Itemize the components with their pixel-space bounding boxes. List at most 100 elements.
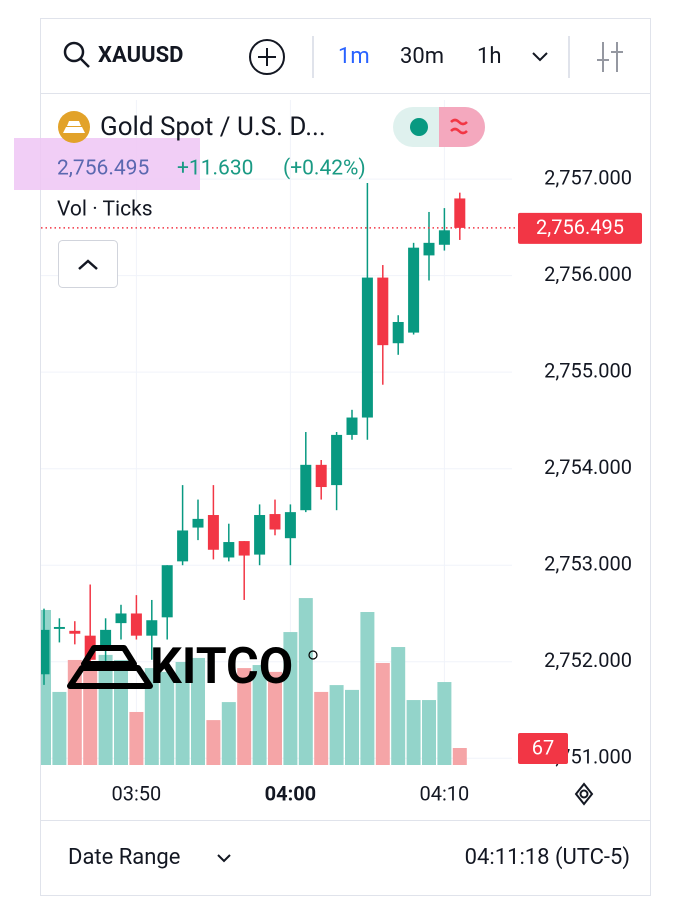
toolbar: XAUUSD 1m 30m 1h (63, 36, 623, 78)
x-tick-label: 04:10 (419, 781, 469, 805)
candle-body (269, 514, 281, 530)
candle-body (207, 515, 219, 550)
candle-body (331, 434, 343, 486)
candle-body (161, 565, 173, 618)
symbol-logo-bars (63, 121, 85, 133)
volume-bar (114, 659, 128, 765)
collapse-button[interactable] (58, 240, 118, 288)
price-change: +11.630 (177, 157, 253, 181)
candle-body (192, 518, 204, 528)
y-tick-label: 2,754.000 (544, 455, 632, 479)
y-tick-label: 2,753.000 (544, 551, 632, 575)
candle-body (377, 277, 389, 346)
candle-body (423, 242, 435, 256)
volume-bar (391, 647, 406, 765)
candle-body (223, 542, 235, 558)
interval-button[interactable]: 30m (400, 44, 444, 69)
volume-tag-label: 67 (532, 735, 554, 759)
symbol[interactable]: XAUUSD (98, 43, 183, 68)
search-icon-handle (80, 58, 90, 68)
candle-body (177, 530, 189, 562)
volume-bar (314, 691, 329, 765)
y-tick-label: 2,756.000 (544, 262, 632, 286)
volume-bar (41, 609, 51, 765)
candle-body (84, 635, 96, 660)
volume-bar (329, 685, 344, 765)
date-range-chevron (217, 854, 231, 863)
volume-bar (452, 748, 467, 765)
volume-bar (437, 682, 452, 765)
candle-body (454, 198, 466, 228)
candle-body (346, 417, 358, 435)
y-tick-label: 2,755.000 (544, 358, 632, 382)
candle-body (41, 629, 50, 675)
volume-bar (129, 711, 144, 765)
volume-bar (206, 720, 221, 765)
volume-bar (345, 689, 359, 765)
candle-body (238, 541, 250, 556)
volume-bar (175, 661, 190, 765)
candle-body (361, 277, 373, 418)
highlight (14, 138, 200, 190)
add-icon (258, 48, 276, 66)
add-button[interactable] (249, 39, 285, 75)
date-range-button[interactable]: Date Range (68, 845, 180, 870)
volume-bar (221, 702, 236, 765)
toggle-dot (410, 118, 428, 136)
plot-area: 2,757.000 2,756.000 2,755.000 2,754.000 2,75… (41, 100, 642, 805)
candle-body (254, 515, 266, 555)
collapse-icon (78, 259, 98, 270)
volume-bar (144, 668, 159, 765)
watermark: KITCO (150, 638, 293, 696)
search-icon[interactable] (63, 41, 85, 63)
interval-button[interactable]: 1h (477, 44, 501, 69)
volume-bar (298, 598, 313, 765)
volume-bar (252, 665, 267, 765)
volume-bar (422, 700, 436, 765)
volume-bar (160, 671, 175, 765)
x-tick-label: 04:00 (265, 781, 317, 805)
volume-bar (375, 663, 390, 765)
candle-body (130, 613, 142, 636)
interval-button[interactable]: 1m (338, 44, 370, 69)
volume-bar (283, 632, 298, 765)
series-layer (41, 100, 512, 765)
interval-dropdown[interactable] (532, 52, 548, 62)
candle-body (300, 464, 312, 511)
toggle-right[interactable] (439, 107, 485, 147)
toggle-wave (450, 118, 468, 135)
candle-body (315, 464, 327, 488)
volume-bar (268, 671, 282, 765)
candle-body (69, 630, 81, 634)
x-tick-label: 03:50 (111, 781, 161, 805)
volume-bar (52, 691, 67, 765)
last-price: 2,756.495 (57, 157, 149, 181)
volume-bar (83, 665, 98, 765)
volume-bar (406, 700, 421, 765)
candle-body (408, 247, 420, 333)
settings-icon[interactable] (574, 782, 594, 806)
settings-icon-dot (579, 789, 589, 799)
watermark-registered (308, 650, 318, 660)
price-change-pct: (+0.42%) (283, 157, 366, 181)
candle-body (284, 512, 296, 539)
symbol-title: Gold Spot / U.S. D... (100, 112, 326, 142)
price-tag-label: 2,756.495 (536, 215, 624, 239)
volume-bar (360, 612, 375, 765)
candle-body (115, 613, 127, 624)
candle-body (146, 620, 158, 636)
clock: 04:11:18 (UTC-5) (465, 845, 630, 870)
legend: Gold Spot / U.S. D... 2,756.495 +11.630 … (14, 107, 485, 288)
candle-body (100, 629, 112, 651)
candle-body (53, 626, 65, 629)
volume-legend: Vol · Ticks (57, 198, 153, 222)
candle-body (392, 321, 404, 344)
chart-type-icon[interactable] (597, 42, 623, 72)
volume-bar (98, 654, 113, 765)
price-tag (518, 212, 642, 244)
y-tick-label: 2,752.000 (544, 648, 632, 672)
watermark-icon (67, 645, 153, 689)
volume-bar (191, 657, 205, 765)
